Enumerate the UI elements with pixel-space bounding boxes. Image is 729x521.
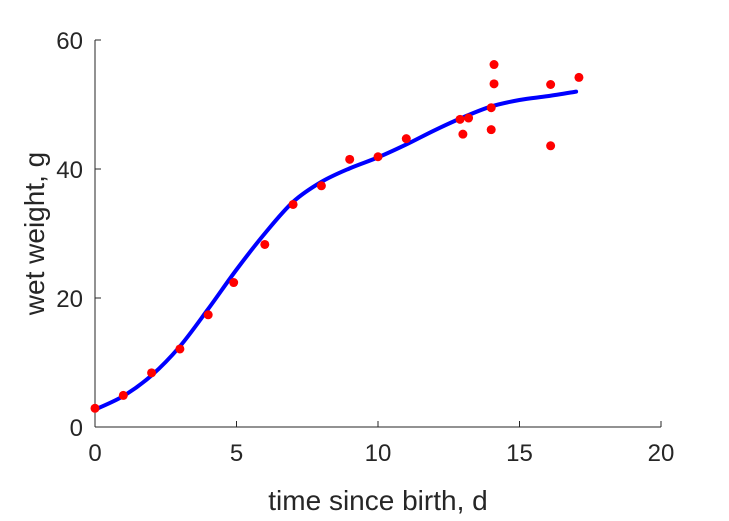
data-point [373,152,383,162]
data-point [90,403,100,413]
data-point [118,390,128,400]
x-axis-label: time since birth, d [268,485,487,516]
y-tick-label: 60 [56,28,83,55]
data-point [288,199,298,209]
data-point [260,239,270,249]
x-tick-label: 15 [506,440,533,467]
y-tick-label: 0 [70,415,83,442]
x-tick-label: 10 [365,440,392,467]
y-tick-label: 20 [56,286,83,313]
data-point [486,125,496,135]
axes [94,40,661,428]
data-points-layer [90,60,584,413]
fit-curve-layer [93,89,579,412]
data-point [458,129,468,139]
data-point [489,79,499,89]
data-point [486,103,496,113]
data-point [175,344,185,354]
data-point [574,72,584,82]
data-point [203,310,213,320]
data-point [229,278,239,288]
data-point [489,60,499,70]
y-axis-label: wet weight, g [19,152,50,316]
x-tick-label: 0 [88,440,101,467]
data-point [455,114,465,124]
ticks: 0 5 10 15 20 0 20 40 60 [56,28,674,467]
x-tick-label: 5 [230,440,243,467]
data-point [316,181,326,191]
fit-curve [93,89,579,412]
data-point [546,141,556,151]
data-point [147,368,157,378]
data-point [345,154,355,164]
data-point [401,134,411,144]
data-point [464,113,474,123]
data-point [546,80,556,90]
x-tick-label: 20 [648,440,675,467]
y-tick-label: 40 [56,157,83,184]
